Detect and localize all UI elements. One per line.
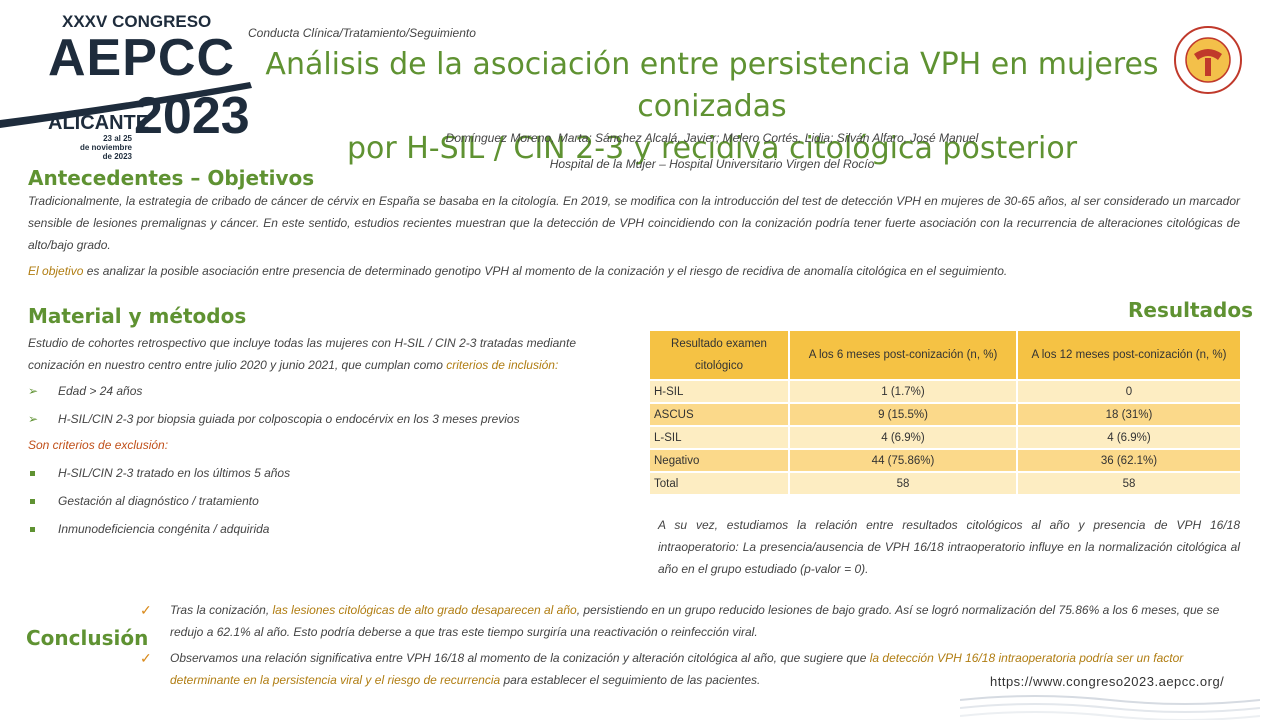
text-run: Son criterios de exclusión: xyxy=(28,438,169,452)
paragraph: Estudio de cohortes retrospectivo que in… xyxy=(28,332,576,376)
list-item: Gestación al diagnóstico / tratamiento xyxy=(28,490,576,512)
results-text: A su vez, estudiamos la relación entre r… xyxy=(658,518,1240,576)
section-heading: Antecedentes – Objetivos xyxy=(28,166,315,190)
table-row: Total 58 58 xyxy=(650,473,1240,494)
table-cell: 36 (62.1%) xyxy=(1018,450,1240,471)
logo-edition: XXXV CONGRESO xyxy=(62,12,212,31)
logo-date-line: 23 al 25 xyxy=(103,134,132,143)
logo-name: AEPCC xyxy=(48,29,236,87)
text-run: para establecer el seguimiento de las pa… xyxy=(500,673,761,687)
text-run: Estudio de cohortes retrospectivo que in… xyxy=(28,336,576,372)
background-text: Tradicionalmente, la estrategia de criba… xyxy=(28,190,1240,282)
logo-year: 2023 xyxy=(134,87,250,145)
title-line: por H-SIL / CIN 2-3 y recidiva citológic… xyxy=(346,131,1078,166)
inclusion-list: Edad > 24 años H-SIL/CIN 2-3 por biopsia… xyxy=(28,380,576,430)
list-item: Edad > 24 años xyxy=(28,380,576,402)
title-line: Análisis de la asociación entre persiste… xyxy=(265,47,1159,124)
header-cell: A los 12 meses post-conización (n, %) xyxy=(1018,331,1240,379)
table-cell: 4 (6.9%) xyxy=(790,427,1016,448)
title: Análisis de la asociación entre persiste… xyxy=(262,44,1162,170)
text-run: es analizar la posible asociación entre … xyxy=(83,264,1008,278)
section-heading: Material y métodos xyxy=(28,304,247,328)
table-cell: 1 (1.7%) xyxy=(790,381,1016,402)
table-cell: L-SIL xyxy=(650,427,788,448)
text-run: Observamos una relación significativa en… xyxy=(170,651,870,665)
text-run: Tradicionalmente, la estrategia de criba… xyxy=(28,194,1240,252)
table-cell: 9 (15.5%) xyxy=(790,404,1016,425)
affiliation: Hospital de la Mujer – Hospital Universi… xyxy=(549,157,875,171)
logo-city: ALICANTE xyxy=(48,112,150,134)
logo-swoosh xyxy=(0,82,252,128)
table-cell: 0 xyxy=(1018,381,1240,402)
list-item: H-SIL/CIN 2-3 por biopsia guiada por col… xyxy=(28,408,576,430)
methods-text: Estudio de cohortes retrospectivo que in… xyxy=(28,332,576,540)
logo-date-line: de noviembre xyxy=(79,143,132,152)
text-run: las lesiones citológicas de alto grado d… xyxy=(272,603,577,617)
society-logo xyxy=(1174,26,1242,94)
section-heading: Resultados xyxy=(1128,298,1253,322)
table-row: L-SIL 4 (6.9%) 4 (6.9%) xyxy=(650,427,1240,448)
table-cell: 4 (6.9%) xyxy=(1018,427,1240,448)
header-cell: A los 6 meses post-conización (n, %) xyxy=(790,331,1016,379)
table-row: H-SIL 1 (1.7%) 0 xyxy=(650,381,1240,402)
list-item: Tras la conización, las lesiones citológ… xyxy=(140,599,1220,643)
conclusion-list: Tras la conización, las lesiones citológ… xyxy=(140,599,1220,691)
table-cell: 44 (75.86%) xyxy=(790,450,1016,471)
authors: Domínguez Moreno, Marta; Sánchez Alcalá,… xyxy=(445,131,979,145)
table-cell: Negativo xyxy=(650,450,788,471)
text-run: Tras la conización, xyxy=(170,603,273,617)
table-row: ASCUS 9 (15.5%) 18 (31%) xyxy=(650,404,1240,425)
footer-waves xyxy=(960,695,1260,720)
table-cell: 58 xyxy=(790,473,1016,494)
table-cell: ASCUS xyxy=(650,404,788,425)
paragraph: Tradicionalmente, la estrategia de criba… xyxy=(28,190,1240,256)
logo-date-line: de 2023 xyxy=(102,152,132,161)
text-run: criterios de inclusión: xyxy=(446,358,559,372)
footer-url: https://www.congreso2023.aepcc.org/ xyxy=(990,674,1225,689)
header-cell: Resultado examen citológico xyxy=(650,331,788,379)
text-run: objetivo xyxy=(42,264,84,278)
paragraph: Son criterios de exclusión: xyxy=(28,434,576,456)
congress-logo: XXXV CONGRESO AEPCC ALICANTE 2023 23 al … xyxy=(0,8,260,168)
table-cell: H-SIL xyxy=(650,381,788,402)
table-header: Resultado examen citológico A los 6 mese… xyxy=(650,331,1240,379)
text-run: El xyxy=(28,264,43,278)
exclusion-list: H-SIL/CIN 2-3 tratado en los últimos 5 a… xyxy=(28,462,576,540)
results-table: Resultado examen citológico A los 6 mese… xyxy=(648,329,1242,496)
text-run: , persistiendo en un grupo reducido lesi… xyxy=(170,603,1220,639)
text-run: la detección VPH 16/18 intraoperatoria p… xyxy=(170,651,1184,687)
logo-dates: 23 al 25 de noviembre de 2023 xyxy=(70,134,132,161)
table-row: Negativo 44 (75.86%) 36 (62.1%) xyxy=(650,450,1240,471)
table-cell: Total xyxy=(650,473,788,494)
table-cell: 58 xyxy=(1018,473,1240,494)
category: Conducta Clínica/Tratamiento/Seguimiento xyxy=(248,26,476,40)
list-item: Inmunodeficiencia congénita / adquirida xyxy=(28,518,576,540)
list-item: H-SIL/CIN 2-3 tratado en los últimos 5 a… xyxy=(28,462,576,484)
table-cell: 18 (31%) xyxy=(1018,404,1240,425)
paragraph: El objetivo es analizar la posible asoci… xyxy=(28,260,1240,282)
list-item: Observamos una relación significativa en… xyxy=(140,647,1220,691)
section-heading: Conclusión xyxy=(26,626,149,650)
